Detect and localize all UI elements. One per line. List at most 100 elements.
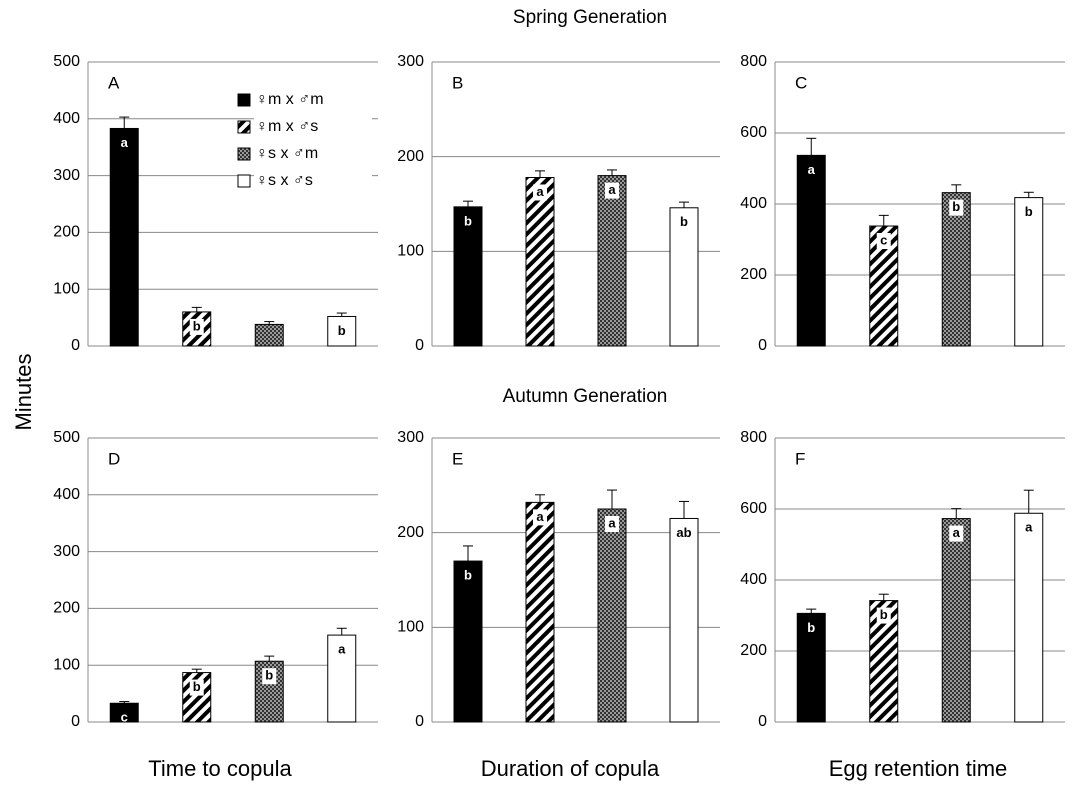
y-tick-label: 100 [397,243,424,260]
y-tick-label: 600 [740,124,767,141]
letter-bg [949,525,964,542]
y-tick-label: 800 [740,53,767,70]
y-axis-label: Minutes [11,353,36,430]
legend-swatch [237,147,251,161]
legend-bg [254,90,372,110]
y-tick-label: 400 [53,110,80,127]
panel-label: C [795,73,807,92]
significance-letter: c [121,710,128,725]
bar [109,702,139,723]
bar [669,207,699,347]
bar [525,176,555,347]
panel-label: F [795,449,805,468]
significance-letter: b [680,214,688,229]
y-tick-label: 200 [53,224,80,241]
y-tick-label: 500 [53,53,80,70]
y-tick-label: 300 [397,53,424,70]
significance-letter: a [953,525,961,540]
letter-bg [605,516,619,532]
y-tick-label: 200 [53,600,80,617]
significance-letter: b [338,323,346,338]
panel-label: B [452,73,463,92]
legend-label: ♀s x ♂m [256,145,318,162]
bar [182,672,212,723]
bar [796,154,826,347]
y-tick-label: 0 [71,713,80,730]
legend-label: ♀m x ♂m [256,91,324,108]
row-title: Autumn Generation [503,386,668,407]
y-tick-label: 0 [71,337,80,354]
y-tick-label: 400 [740,571,767,588]
significance-letter: a [338,642,346,657]
bar [796,612,826,723]
bar [1014,512,1044,723]
bar [941,192,971,347]
y-tick-label: 200 [397,148,424,165]
significance-letter: a [1025,520,1033,535]
letter-bg [189,679,204,696]
y-tick-label: 200 [397,524,424,541]
bar [254,660,284,723]
bar [669,517,699,723]
significance-letter: a [608,515,616,530]
y-tick-label: 400 [740,195,767,212]
significance-letter: b [193,318,201,333]
bar [327,315,357,347]
y-tick-label: 800 [740,429,767,446]
y-tick-label: 200 [740,642,767,659]
letter-bg [949,199,964,216]
y-tick-label: 300 [53,543,80,560]
y-tick-label: 300 [53,167,80,184]
bar [1014,197,1044,347]
bar [525,501,555,723]
significance-letter: a [536,184,544,199]
panel-label: A [108,73,120,92]
y-tick-label: 100 [397,619,424,636]
y-tick-label: 100 [53,656,80,673]
significance-letter: b [807,620,815,635]
y-tick-label: 400 [53,486,80,503]
y-tick-label: 0 [758,713,767,730]
legend-bg [254,144,372,164]
letter-bg [189,318,204,335]
bar [327,634,357,723]
legend-bg [254,171,372,191]
significance-letter: b [193,679,201,694]
letter-bg [262,668,277,685]
bar [109,127,139,347]
letter-bg [876,233,891,250]
column-title: Egg retention time [829,756,1008,781]
y-tick-label: 0 [758,337,767,354]
significance-letter: a [121,135,129,150]
panel-label: E [452,449,463,468]
legend-swatch [237,174,251,188]
bar [597,508,627,723]
y-tick-label: 600 [740,500,767,517]
bar [597,175,627,347]
legend-bg [254,117,372,137]
letter-bg [605,182,619,199]
significance-letter: a [536,509,544,524]
y-tick-label: 0 [415,713,424,730]
significance-letter: ab [676,525,691,540]
significance-letter: a [608,182,616,197]
significance-letter: c [880,232,887,247]
panel-label: D [108,449,120,468]
bar [453,560,483,723]
y-tick-label: 500 [53,429,80,446]
letter-bg [533,509,547,526]
legend-swatch [237,93,251,107]
significance-letter: b [464,568,472,583]
column-title: Time to copula [148,756,292,781]
letter-bg [533,184,547,201]
significance-letter: b [265,668,273,683]
bar [453,206,483,347]
significance-letter: b [464,213,472,228]
legend-label: ♀s x ♂s [256,172,313,189]
column-title: Duration of copula [481,756,660,781]
y-tick-label: 100 [53,280,80,297]
y-tick-label: 0 [415,337,424,354]
significance-letter: a [808,162,816,177]
significance-letter: b [952,199,960,214]
